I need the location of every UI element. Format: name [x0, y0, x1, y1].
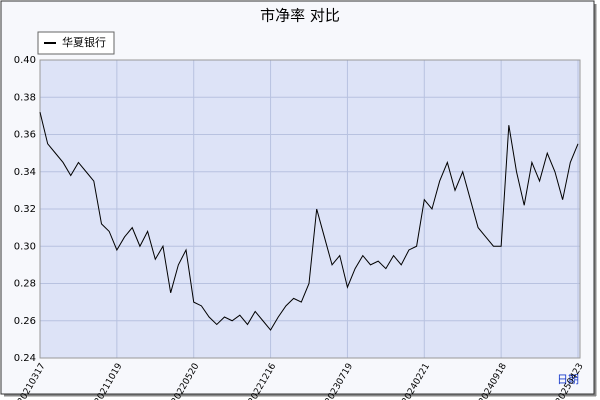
y-tick-label: 0.30 [14, 241, 36, 252]
x-axis-label: 日期 [557, 373, 579, 386]
data-line [39, 112, 579, 331]
y-tick-label: 0.32 [14, 204, 36, 215]
y-tick-label: 0.36 [14, 130, 36, 141]
y-tick-label: 0.34 [14, 167, 36, 178]
legend-box [37, 31, 115, 55]
y-tick-label: 0.24 [14, 353, 36, 364]
y-tick-label: 0.40 [14, 55, 36, 66]
y-tick-label: 0.38 [14, 92, 36, 103]
y-tick-label: 0.28 [14, 279, 36, 290]
y-tick-label: 0.26 [14, 316, 36, 327]
chart-title: 市净率 对比 [260, 7, 340, 25]
legend-label: 华夏银行 [62, 35, 106, 49]
plot-border [39, 59, 581, 359]
legend: 华夏银行 [37, 31, 115, 55]
